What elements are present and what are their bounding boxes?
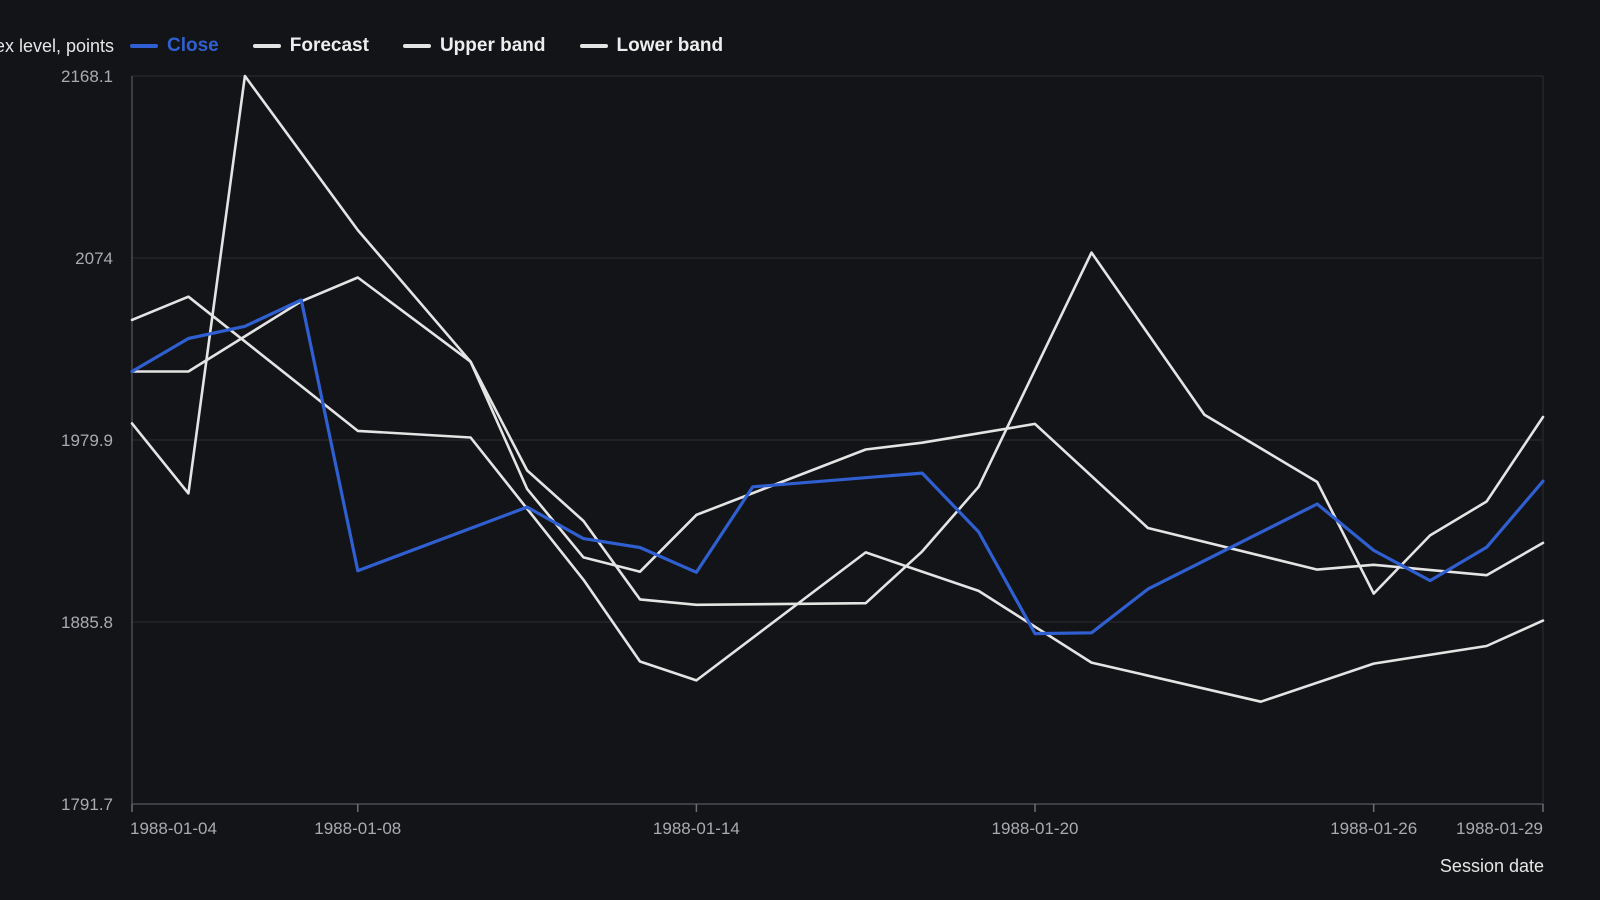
legend-item-upper-band[interactable]: Upper band (402, 35, 546, 57)
series-line-upper-band (130, 276, 1545, 577)
y-axis-title: Index level, points (0, 36, 114, 56)
legend-label-close: Close (167, 35, 219, 56)
legend-swatch-upper-band (402, 44, 431, 48)
legend-swatch-close (130, 44, 158, 48)
y-tick-label: 1885.8 (61, 613, 113, 632)
series-line-lower-band (130, 74, 1545, 607)
x-tick-label: 1988-01-08 (314, 819, 401, 838)
legend-item-close[interactable]: Close (130, 35, 219, 57)
legend: Close Forecast Upper band Lower band (130, 32, 723, 60)
series-line-forecast (130, 295, 1545, 704)
y-tick-label: 1979.9 (61, 431, 113, 450)
x-tick-label: 1988-01-29 (1456, 819, 1543, 838)
series-line-close (130, 298, 1545, 636)
y-tick-label: 2168.1 (61, 67, 113, 86)
legend-label-forecast: Forecast (289, 35, 369, 56)
x-tick-label: 1988-01-26 (1330, 819, 1417, 838)
y-tick-label: 1791.7 (61, 795, 113, 814)
x-tick-label: 1988-01-20 (992, 819, 1079, 838)
legend-label-lower-band: Lower band (616, 35, 724, 56)
x-axis-title: Session date (1439, 856, 1544, 876)
legend-label-upper-band: Upper band (439, 35, 546, 56)
legend-swatch-lower-band (579, 44, 608, 48)
legend-item-lower-band[interactable]: Lower band (579, 35, 724, 57)
y-tick-label: 2074 (75, 249, 113, 268)
legend-item-forecast[interactable]: Forecast (252, 35, 369, 57)
x-tick-label: 1988-01-04 (130, 819, 217, 838)
legend-swatch-forecast (252, 44, 281, 48)
x-tick-label: 1988-01-14 (653, 819, 740, 838)
